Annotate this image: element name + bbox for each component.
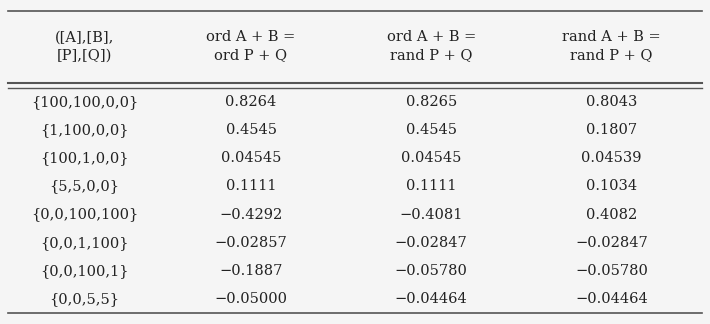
Text: −0.04464: −0.04464 <box>395 292 468 306</box>
Text: {0,0,5,5}: {0,0,5,5} <box>50 292 120 306</box>
Text: 0.1034: 0.1034 <box>586 179 637 193</box>
Text: −0.02847: −0.02847 <box>395 236 468 250</box>
Text: 0.8264: 0.8264 <box>225 95 277 109</box>
Text: −0.04464: −0.04464 <box>575 292 648 306</box>
Text: 0.8265: 0.8265 <box>405 95 457 109</box>
Text: ([A],[B],
[P],[Q]): ([A],[B], [P],[Q]) <box>55 30 114 63</box>
Text: {0,0,1,100}: {0,0,1,100} <box>40 236 129 250</box>
Text: −0.1887: −0.1887 <box>219 264 283 278</box>
Text: −0.4081: −0.4081 <box>400 208 463 222</box>
Text: −0.05780: −0.05780 <box>395 264 468 278</box>
Text: 0.4082: 0.4082 <box>586 208 637 222</box>
Text: ord A + B =
ord P + Q: ord A + B = ord P + Q <box>207 30 295 63</box>
Text: −0.02857: −0.02857 <box>214 236 288 250</box>
Text: 0.1807: 0.1807 <box>586 123 637 137</box>
Text: 0.4545: 0.4545 <box>405 123 457 137</box>
Text: −0.05780: −0.05780 <box>575 264 648 278</box>
Text: 0.04545: 0.04545 <box>401 151 462 165</box>
Text: {1,100,0,0}: {1,100,0,0} <box>40 123 129 137</box>
Text: {0,0,100,1}: {0,0,100,1} <box>40 264 129 278</box>
Text: rand A + B =
rand P + Q: rand A + B = rand P + Q <box>562 30 661 63</box>
Text: {5,5,0,0}: {5,5,0,0} <box>50 179 120 193</box>
Text: −0.02847: −0.02847 <box>575 236 648 250</box>
Text: 0.1111: 0.1111 <box>406 179 457 193</box>
Text: −0.4292: −0.4292 <box>219 208 283 222</box>
Text: {100,100,0,0}: {100,100,0,0} <box>31 95 138 109</box>
Text: 0.04545: 0.04545 <box>221 151 281 165</box>
Text: −0.05000: −0.05000 <box>214 292 288 306</box>
Text: 0.4545: 0.4545 <box>226 123 276 137</box>
Text: ord A + B =
rand P + Q: ord A + B = rand P + Q <box>387 30 476 63</box>
Text: 0.04539: 0.04539 <box>581 151 642 165</box>
Text: 0.8043: 0.8043 <box>586 95 637 109</box>
Text: 0.1111: 0.1111 <box>226 179 276 193</box>
Text: {0,0,100,100}: {0,0,100,100} <box>31 208 138 222</box>
Text: {100,1,0,0}: {100,1,0,0} <box>40 151 129 165</box>
